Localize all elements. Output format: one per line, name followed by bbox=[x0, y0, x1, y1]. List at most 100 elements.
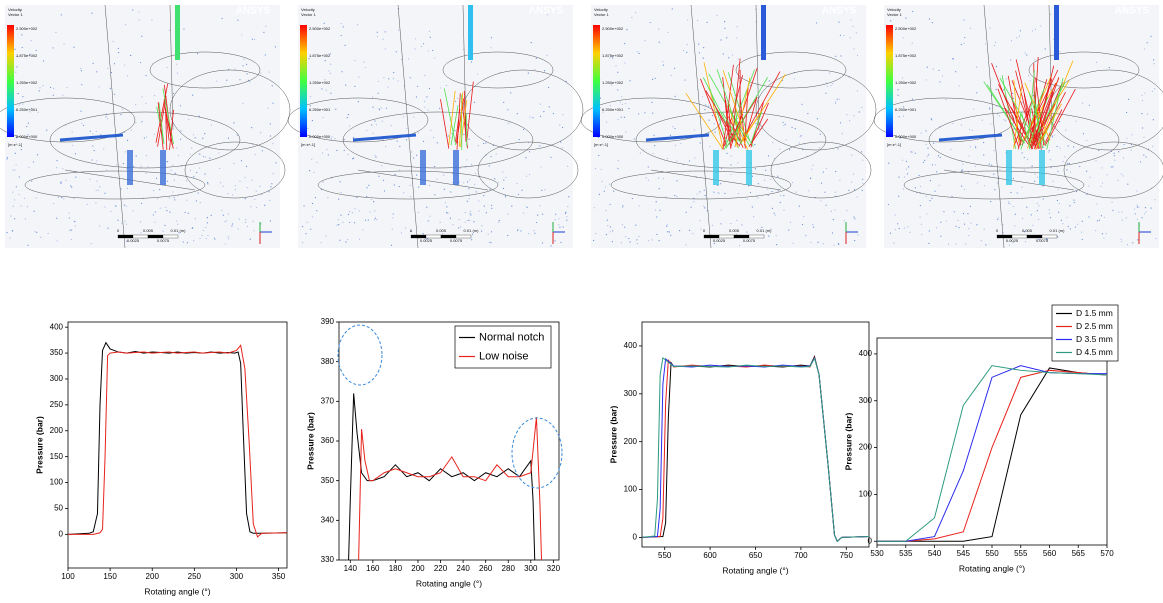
flow-dot bbox=[853, 189, 856, 191]
flow-dot bbox=[1103, 216, 1106, 218]
flow-dot bbox=[9, 237, 11, 239]
flow-dot bbox=[658, 188, 660, 190]
flow-dot bbox=[81, 122, 83, 124]
flow-dot bbox=[543, 111, 545, 113]
flow-dot bbox=[1126, 137, 1128, 139]
flow-dot bbox=[145, 74, 147, 77]
flow-dot bbox=[993, 173, 995, 175]
chart: 100 150 200 250 300 3500501001502002503003504… bbox=[34, 321, 288, 596]
flow-dot bbox=[617, 118, 619, 121]
geometry-outline bbox=[755, 69, 877, 151]
flow-dot bbox=[244, 198, 246, 200]
flow-dot bbox=[1100, 215, 1103, 217]
flow-dot bbox=[374, 217, 377, 219]
flow-dot bbox=[1088, 185, 1090, 187]
flow-dot bbox=[517, 193, 519, 196]
x-tick-label: 560 bbox=[1043, 549, 1057, 558]
flow-dot bbox=[385, 107, 388, 109]
data-line bbox=[877, 365, 1107, 542]
flow-dot bbox=[100, 134, 102, 136]
flow-dot bbox=[647, 166, 649, 168]
flow-dot bbox=[348, 125, 351, 127]
y-tick-label: 50 bbox=[54, 504, 63, 513]
flow-dot bbox=[244, 176, 246, 179]
flow-dot bbox=[376, 31, 378, 33]
flow-dot bbox=[339, 181, 341, 183]
flow-dot bbox=[166, 210, 168, 212]
flow-dot bbox=[1008, 201, 1010, 203]
flow-dot bbox=[1052, 180, 1054, 182]
flow-dot bbox=[330, 63, 332, 65]
flow-dot bbox=[378, 108, 381, 111]
flow-dot bbox=[812, 164, 814, 166]
flow-dot bbox=[853, 216, 855, 218]
flow-dot bbox=[310, 96, 312, 98]
flow-dot bbox=[267, 107, 269, 109]
flow-dot bbox=[334, 137, 336, 140]
flow-dot bbox=[649, 21, 651, 24]
y-tick-label: 250 bbox=[50, 400, 64, 409]
flow-dot bbox=[206, 182, 209, 184]
flow-dot bbox=[494, 178, 496, 180]
velocity-vector bbox=[721, 111, 742, 145]
flow-dot bbox=[962, 163, 964, 166]
flow-dot bbox=[255, 206, 258, 209]
flow-dot bbox=[1086, 139, 1088, 142]
flow-dot bbox=[951, 195, 953, 198]
flow-dot bbox=[427, 50, 429, 52]
flow-dot bbox=[768, 80, 770, 82]
data-line bbox=[642, 355, 869, 543]
flow-dot bbox=[703, 46, 705, 49]
flow-dot bbox=[938, 184, 940, 187]
x-tick-label: 320 bbox=[547, 564, 561, 573]
flow-dot bbox=[1038, 205, 1040, 207]
flow-dot bbox=[103, 148, 105, 150]
flow-dot bbox=[983, 185, 986, 187]
flow-dot bbox=[931, 197, 933, 199]
flow-dot bbox=[930, 118, 932, 120]
flow-dot bbox=[72, 144, 74, 147]
flow-dot bbox=[73, 197, 75, 200]
flow-dot bbox=[468, 198, 470, 200]
flow-dot bbox=[117, 47, 119, 50]
flow-dot bbox=[624, 102, 627, 105]
flow-dot bbox=[325, 235, 327, 237]
geometry-outline bbox=[580, 97, 722, 143]
flow-dot bbox=[422, 233, 424, 235]
y-tick-label: 300 bbox=[50, 374, 64, 383]
data-line bbox=[642, 356, 869, 543]
flow-dot bbox=[329, 72, 331, 74]
flow-dot bbox=[998, 115, 1000, 117]
flow-dot bbox=[838, 243, 840, 246]
flow-dot bbox=[193, 240, 195, 242]
flow-dot bbox=[36, 231, 38, 233]
flow-dot bbox=[835, 101, 837, 103]
flow-dot bbox=[922, 161, 925, 163]
flow-dot bbox=[176, 63, 178, 65]
flow-dot bbox=[197, 192, 199, 194]
flow-dot bbox=[488, 241, 490, 243]
flow-dot bbox=[109, 87, 112, 89]
flow-dot bbox=[414, 38, 417, 40]
flow-dot bbox=[701, 96, 704, 98]
flow-dot bbox=[138, 19, 140, 21]
flow-dot bbox=[999, 168, 1001, 171]
flow-dot bbox=[194, 218, 196, 220]
data-line bbox=[877, 367, 1107, 542]
flow-dot bbox=[165, 206, 167, 209]
flow-dot bbox=[968, 234, 970, 237]
flow-dot bbox=[192, 134, 195, 136]
flow-dot bbox=[629, 80, 631, 82]
flow-dot bbox=[837, 148, 839, 150]
flow-dot bbox=[990, 200, 992, 203]
flow-dot bbox=[1118, 211, 1120, 213]
flow-dot bbox=[126, 223, 128, 225]
flow-dot bbox=[674, 144, 676, 146]
flow-dot bbox=[779, 148, 781, 150]
y-tick-label: 0 bbox=[59, 529, 64, 538]
flow-dot bbox=[693, 129, 695, 131]
velocity-vector bbox=[723, 75, 744, 147]
flow-dot bbox=[684, 79, 686, 81]
